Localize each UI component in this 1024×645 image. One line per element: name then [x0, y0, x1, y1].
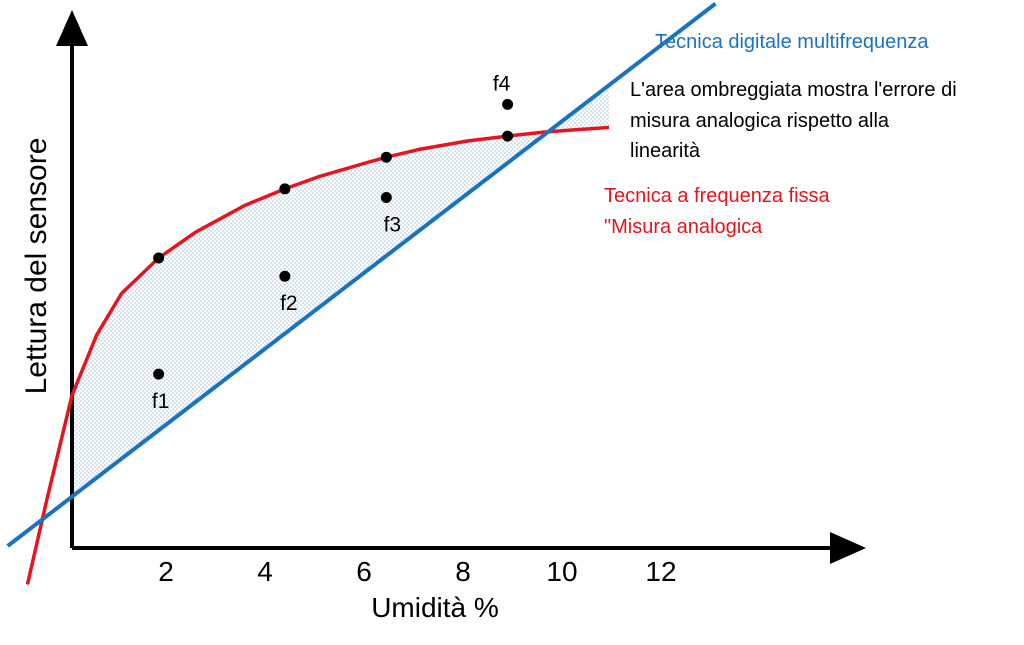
blue-series-label: Tecnica digitale multifrequenza: [655, 31, 929, 53]
line-point-f4: [502, 98, 514, 110]
points-layer: f1 f2 f3 f4: [152, 72, 514, 413]
annotation-line-1: L'area ombreggiata mostra l'errore di: [630, 79, 957, 101]
point-label-f2: f2: [280, 292, 298, 315]
red-series-label-line2: "Misura analogica: [604, 216, 763, 238]
point-label-f1: f1: [152, 390, 170, 413]
series-line-analog: [25, 125, 610, 585]
x-tick-labels: 2 4 6 8 10 12: [158, 556, 676, 587]
point-label-f3: f3: [384, 214, 402, 237]
x-tick-4: 4: [257, 556, 273, 587]
x-tick-6: 6: [356, 556, 372, 587]
annotation-line-2: misura analogica rispetto alla: [630, 110, 890, 132]
y-axis-label: Lettura del sensore: [20, 138, 53, 395]
series-layer: [6, 2, 717, 585]
x-axis-arrow: [830, 532, 866, 564]
curve-point-f3: [380, 151, 392, 163]
red-series-label-line1: Tecnica a frequenza fissa: [604, 185, 831, 207]
curve-point-f4: [502, 130, 514, 142]
x-axis-label: Umidità %: [371, 592, 499, 623]
x-tick-2: 2: [158, 556, 174, 587]
x-tick-12: 12: [645, 556, 676, 587]
x-tick-10: 10: [546, 556, 577, 587]
line-point-f3: [380, 192, 392, 204]
curve-point-f2: [279, 183, 291, 195]
line-point-f1: [153, 368, 165, 380]
x-tick-8: 8: [455, 556, 471, 587]
curve-point-f1: [153, 252, 165, 264]
series-line-digital: [6, 2, 717, 548]
line-point-f2: [279, 270, 291, 282]
point-label-f4: f4: [493, 72, 511, 95]
y-axis-arrow: [56, 10, 88, 46]
annotation-line-3: linearità: [630, 140, 701, 162]
